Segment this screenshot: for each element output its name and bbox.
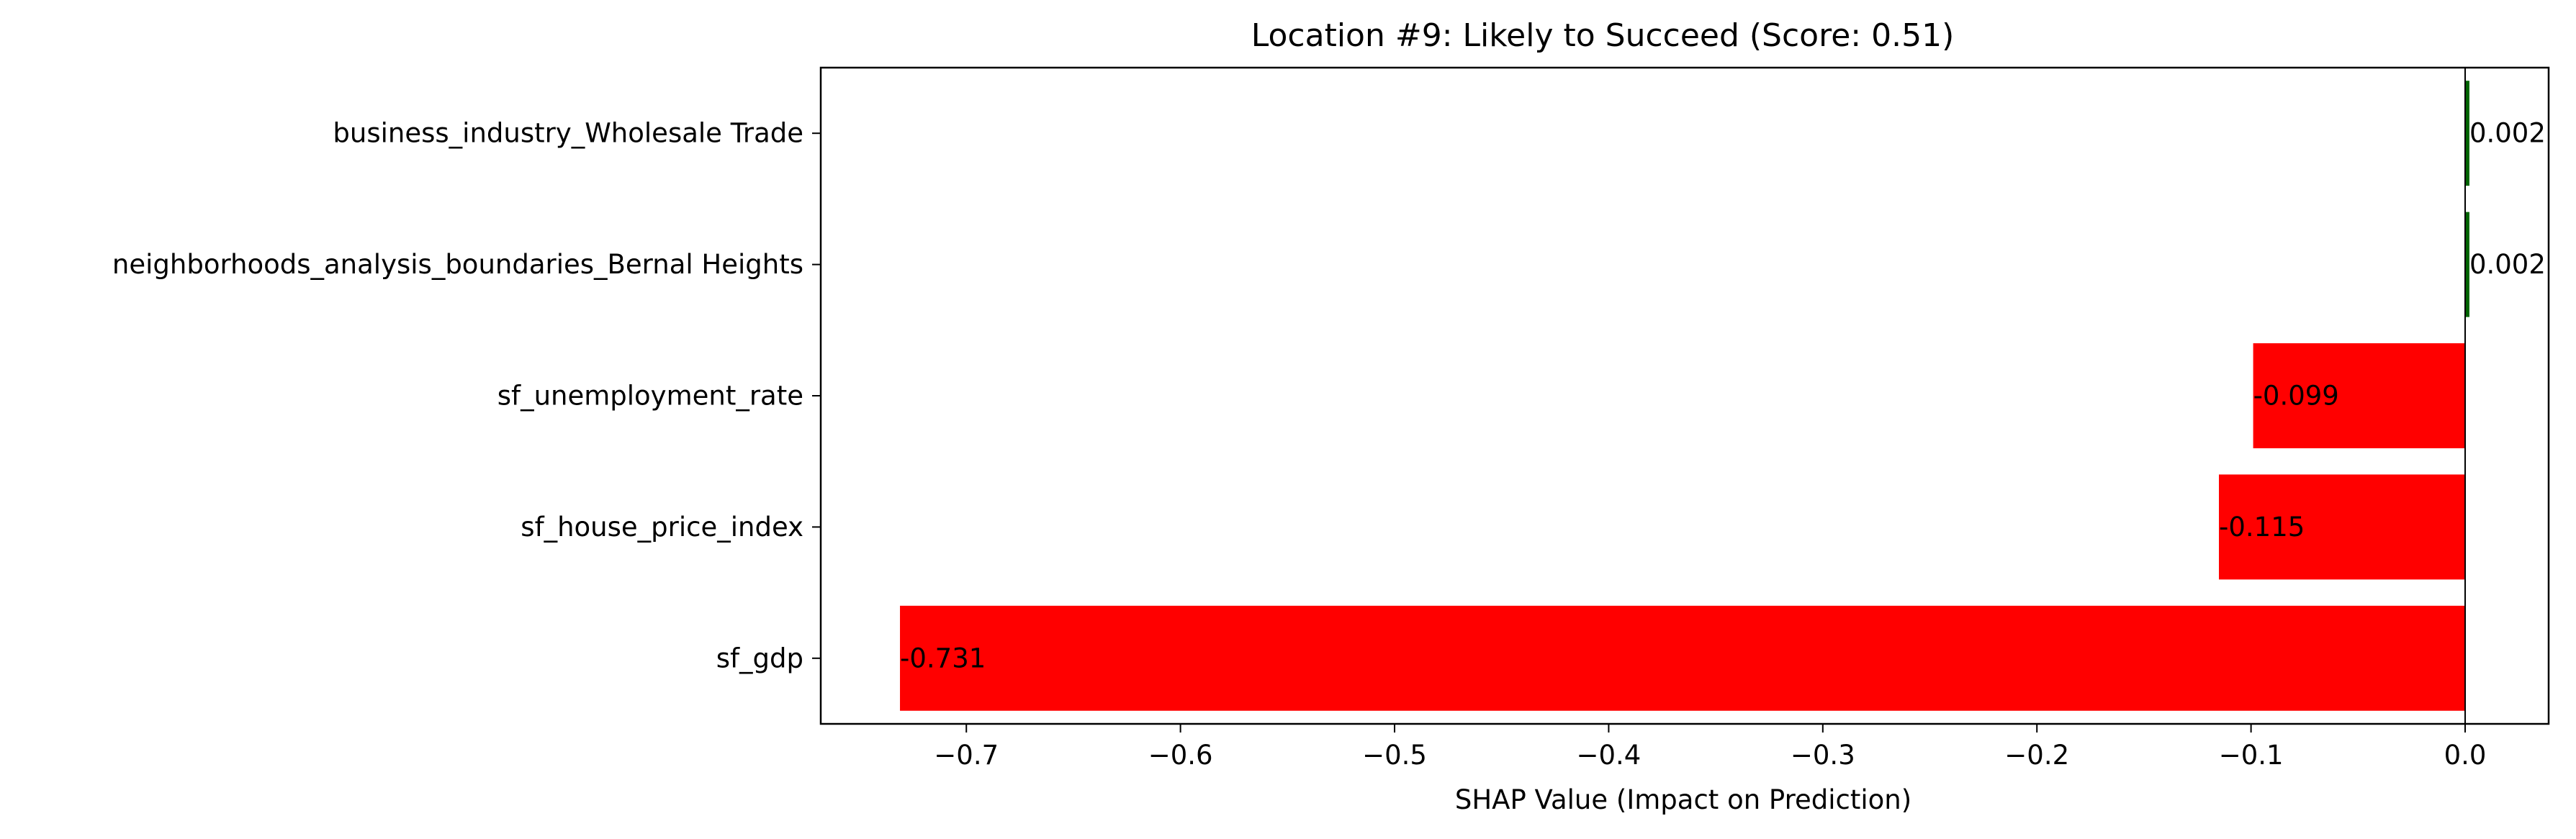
bar-2 xyxy=(2465,212,2469,317)
y-tick-labels: business_industry_Wholesale Trade neighbo… xyxy=(112,118,821,674)
data-label: -0.115 xyxy=(2219,512,2305,543)
data-label: -0.099 xyxy=(2253,381,2339,412)
y-tick-label: sf_gdp xyxy=(716,643,803,674)
y-tick-label: sf_house_price_index xyxy=(521,512,803,543)
plot-frame xyxy=(819,66,2550,725)
y-tick-label: business_industry_Wholesale Trade xyxy=(333,118,803,149)
x-ticks: −0.7 −0.6 −0.5 −0.4 −0.3 −0.2 −0.1 0.0 xyxy=(934,724,2486,771)
x-tick-label: −0.6 xyxy=(1148,740,1213,771)
x-tick-label: −0.5 xyxy=(1362,740,1427,771)
bar-1 xyxy=(2465,81,2469,186)
x-axis-label: SHAP Value (Impact on Prediction) xyxy=(1455,784,1911,815)
chart-title: Location #9: Likely to Succeed (Score: 0… xyxy=(1251,17,1955,54)
x-tick-label: −0.4 xyxy=(1576,740,1641,771)
data-label: -0.731 xyxy=(900,643,986,674)
bar-3 xyxy=(2253,343,2466,448)
x-tick-label: −0.1 xyxy=(2219,740,2284,771)
y-tick-label: sf_unemployment_rate xyxy=(497,381,803,412)
x-tick-label: −0.7 xyxy=(934,740,999,771)
data-labels: 0.002 0.002 -0.099 -0.115 -0.731 xyxy=(900,118,2546,674)
bar-5 xyxy=(900,605,2466,711)
bar-4 xyxy=(2219,474,2466,580)
data-label: 0.002 xyxy=(2469,249,2546,280)
x-tick-label: −0.2 xyxy=(2004,740,2069,771)
x-tick-label: −0.3 xyxy=(1791,740,1855,771)
data-label: 0.002 xyxy=(2469,118,2546,149)
y-tick-label: neighborhoods_analysis_boundaries_Bernal… xyxy=(112,249,803,280)
bars-group xyxy=(900,81,2469,711)
x-tick-label: 0.0 xyxy=(2444,740,2487,771)
